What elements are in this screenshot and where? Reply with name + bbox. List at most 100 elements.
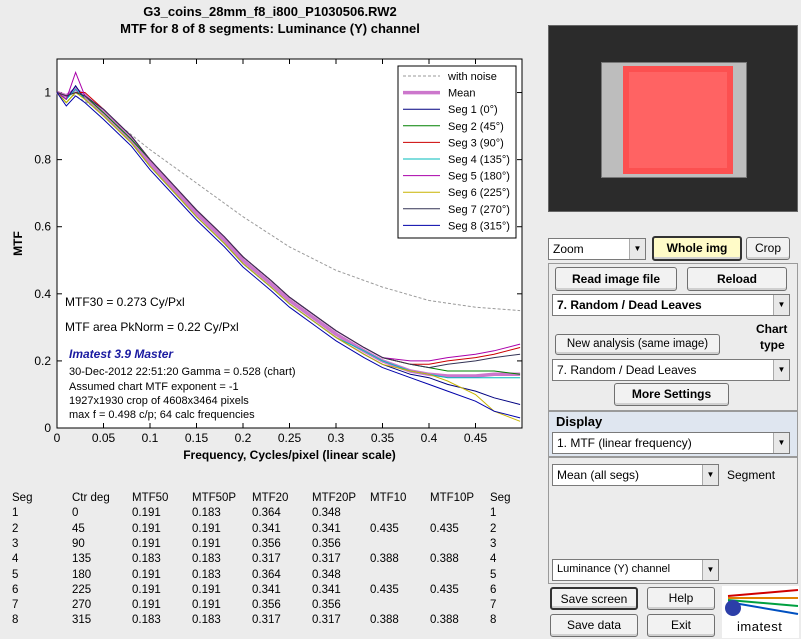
x-tick-label: 0.15: [185, 431, 209, 445]
reload-button[interactable]: Reload: [687, 267, 787, 291]
whole-img-button[interactable]: Whole img: [652, 236, 742, 261]
table-cell: 0.435: [430, 583, 459, 596]
table-cell: 0.317: [252, 614, 281, 627]
table-cell: 0.191: [132, 583, 161, 596]
chart-type-label-1: Chart: [756, 322, 788, 336]
table-cell: 180: [72, 568, 92, 581]
table-cell: 3: [12, 537, 19, 550]
table-cell: 0.388: [370, 553, 399, 566]
table-cell: 7: [490, 599, 497, 612]
table-cell: 0.191: [132, 568, 161, 581]
table-cell: 0.191: [132, 507, 161, 520]
legend-label: Seg 1 (0°): [448, 104, 498, 116]
table-cell: 2: [490, 522, 497, 535]
x-tick-label: 0.3: [328, 431, 345, 445]
chart-type-select[interactable]: 7. Random / Dead Leaves ▼: [552, 294, 790, 316]
image-preview[interactable]: [548, 25, 798, 212]
plot-title-line1: G3_coins_28mm_f8_i800_P1030506.RW2: [143, 4, 397, 19]
table-cell: 0.183: [132, 553, 161, 566]
plot-info-text: max f = 0.498 c/p; 64 calc frequencies: [69, 409, 255, 421]
exit-button[interactable]: Exit: [647, 614, 715, 637]
table-cell: 0.191: [192, 583, 221, 596]
table-cell: 0.364: [252, 568, 281, 581]
y-tick-label: 0.8: [34, 153, 51, 167]
table-cell: 0.356: [252, 599, 281, 612]
table-cell: 0.356: [312, 537, 341, 550]
table-cell: 0.341: [252, 522, 281, 535]
legend-label: Seg 3 (90°): [448, 137, 504, 149]
display-select[interactable]: 1. MTF (linear frequency) ▼: [552, 432, 790, 454]
table-cell: 0.388: [370, 614, 399, 627]
table-cell: 8: [490, 614, 497, 627]
plot-info-text: 1927x1930 crop of 4608x3464 pixels: [69, 395, 249, 407]
legend-label: Mean: [448, 88, 476, 100]
channel-select[interactable]: Luminance (Y) channel ▼: [552, 559, 719, 581]
y-tick-label: 0.2: [34, 354, 51, 368]
table-header-cell: MTF50P: [192, 492, 237, 504]
table-cell: 135: [72, 553, 92, 566]
legend-label: Seg 8 (315°): [448, 220, 510, 232]
chart-type-select-2-value: 7. Random / Dead Leaves: [557, 363, 697, 377]
table-cell: 0.348: [312, 507, 341, 520]
table-cell: 90: [72, 537, 85, 550]
save-data-button[interactable]: Save data: [550, 614, 638, 637]
table-cell: 0.364: [252, 507, 281, 520]
chart-type-select-2[interactable]: 7. Random / Dead Leaves ▼: [552, 359, 790, 381]
x-tick-label: 0.45: [464, 431, 488, 445]
table-cell: 1: [12, 507, 19, 520]
channel-select-value: Luminance (Y) channel: [557, 563, 671, 575]
y-tick-label: 0: [44, 421, 51, 435]
table-cell: 0.348: [312, 568, 341, 581]
chevron-down-icon: ▼: [702, 560, 718, 580]
table-cell: 0.356: [312, 599, 341, 612]
zoom-select-value: Zoom: [553, 242, 584, 256]
y-axis-label: MTF: [11, 231, 25, 256]
roi-overlay-inner: [629, 72, 727, 168]
series-line-9: [56, 92, 521, 419]
table-cell: 0.183: [132, 614, 161, 627]
series-line-7: [56, 91, 521, 422]
legend-label: with noise: [447, 71, 497, 83]
read-image-button[interactable]: Read image file: [555, 267, 677, 291]
save-screen-button[interactable]: Save screen: [550, 587, 638, 610]
table-cell: 2: [12, 522, 19, 535]
table-header-cell: Seg: [12, 492, 33, 504]
table-cell: 4: [12, 553, 19, 566]
table-header-cell: MTF10: [370, 492, 407, 504]
x-tick-label: 0: [54, 431, 61, 445]
crop-button[interactable]: Crop: [746, 237, 790, 260]
table-cell: 45: [72, 522, 85, 535]
table-header-cell: Seg: [490, 492, 511, 504]
table-cell: 0.191: [192, 537, 221, 550]
legend-label: Seg 4 (135°): [448, 154, 510, 166]
y-tick-label: 1: [44, 86, 51, 100]
table-cell: 1: [490, 507, 497, 520]
table-cell: 8: [12, 614, 19, 627]
zoom-select[interactable]: Zoom ▼: [548, 238, 646, 260]
x-tick-label: 0.2: [235, 431, 252, 445]
table-cell: 0.341: [252, 583, 281, 596]
table-cell: 0.183: [192, 507, 221, 520]
chevron-down-icon: ▼: [773, 433, 789, 453]
mtf-chart: 0 0.05 0.1 0.15 0.2 0.25 0.3 0.35 0.4 0.45 0 0.2 0.4…: [11, 58, 523, 462]
table-cell: 0.191: [132, 537, 161, 550]
more-settings-button[interactable]: More Settings: [614, 383, 729, 406]
table-cell: 0: [72, 507, 79, 520]
chevron-down-icon: ▼: [773, 295, 789, 315]
table-cell: 0.317: [312, 614, 341, 627]
chart-type-label-2: type: [760, 338, 785, 352]
table-header-cell: MTF20P: [312, 492, 357, 504]
new-analysis-button[interactable]: New analysis (same image): [555, 334, 720, 355]
segment-select[interactable]: Mean (all segs) ▼: [552, 464, 719, 486]
table-cell: 0.388: [430, 614, 459, 627]
display-header: Display: [556, 414, 603, 429]
x-tick-label: 0.1: [142, 431, 159, 445]
chevron-down-icon: ▼: [702, 465, 718, 485]
help-button[interactable]: Help: [647, 587, 715, 610]
chevron-down-icon: ▼: [629, 239, 645, 259]
table-cell: 0.435: [430, 522, 459, 535]
legend-label: Seg 6 (225°): [448, 187, 510, 199]
legend-box: [397, 65, 517, 239]
table-cell: 0.435: [370, 522, 399, 535]
table-cell: 315: [72, 614, 92, 627]
